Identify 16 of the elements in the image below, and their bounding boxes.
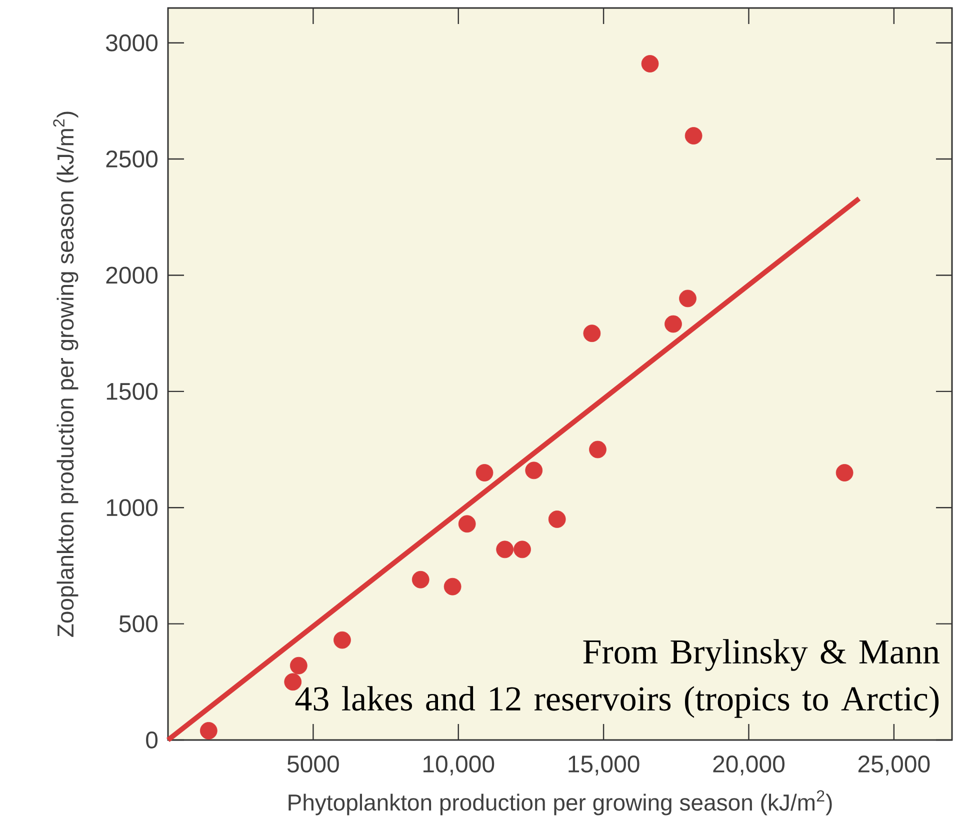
y-tick-label: 2500: [106, 150, 158, 168]
annotation: From Brylinsky & Mann: [583, 639, 940, 671]
y-tick-label: 2000: [106, 266, 158, 284]
y-axis-title: Zooplankton production per growing season (kJ/m$^{2}$): [53, 112, 78, 637]
y-tick-label: 1500: [106, 382, 158, 400]
y-tick-label: 500: [119, 615, 158, 632]
y-tick-label: 0: [146, 731, 158, 748]
y-tick-label: 1000: [106, 499, 158, 516]
x-tick-label: 20,000: [713, 756, 784, 776]
x-tick-label: 25,000: [858, 756, 930, 776]
x-tick-label: 15,000: [568, 756, 640, 776]
x-tick-label: 10,000: [424, 756, 494, 776]
x-axis-title: Phytoplankton production per growing season (kJ/m$^{2}$): [288, 790, 832, 816]
annotation: 43 lakes and 12 reservoirs (tropics to Arctic): [295, 686, 939, 718]
y-tick-label: 3000: [106, 34, 158, 52]
x-tick-label: 5000: [287, 756, 339, 773]
